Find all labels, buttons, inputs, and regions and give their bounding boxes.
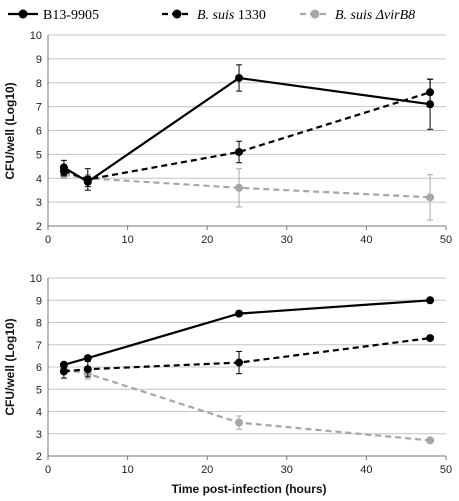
- series: [59, 334, 435, 379]
- y-tick-label: 4: [36, 407, 42, 419]
- series-line: [63, 76, 431, 184]
- data-point: [59, 163, 68, 172]
- data-point: [426, 334, 435, 343]
- y-tick-label: 10: [30, 273, 42, 285]
- x-tick-label: 50: [440, 464, 452, 476]
- data-point: [426, 436, 435, 445]
- x-tick-label: 10: [121, 234, 133, 246]
- series-line: [63, 368, 431, 442]
- data-point: [426, 193, 435, 202]
- series: [59, 168, 435, 221]
- series-line: [63, 299, 431, 366]
- x-tick-label: 0: [45, 234, 51, 246]
- legend-item: B13-9905: [8, 8, 99, 23]
- data-point: [83, 365, 92, 374]
- x-tick-label: 30: [281, 464, 293, 476]
- y-tick-label: 3: [36, 429, 42, 441]
- x-tick-label: 20: [201, 234, 213, 246]
- data-point: [59, 360, 68, 369]
- data-point: [235, 309, 244, 318]
- series: [59, 64, 435, 188]
- data-point: [83, 177, 92, 186]
- series: [59, 296, 435, 369]
- x-tick-label: 40: [360, 464, 372, 476]
- x-axis-label: Time post-infection (hours): [171, 482, 326, 496]
- data-point: [426, 100, 435, 109]
- y-tick-label: 6: [36, 362, 42, 374]
- legend-item: B. suis ΔvirB8: [300, 8, 415, 23]
- series-line: [63, 91, 431, 181]
- legend-label-text: 1330: [234, 8, 266, 23]
- legend-label: B. suis ΔvirB8: [335, 8, 415, 23]
- x-tick-label: 20: [201, 464, 213, 476]
- y-tick-label: 9: [36, 54, 42, 66]
- y-tick-label: 6: [36, 126, 42, 138]
- y-tick-label: 7: [36, 340, 42, 352]
- y-axis-label: CFU/well (Log10): [3, 318, 17, 415]
- y-tick-label: 2: [36, 221, 42, 233]
- y-axis-label: CFU/well (Log10): [3, 82, 17, 179]
- y-tick-label: 3: [36, 197, 42, 209]
- data-point: [83, 354, 92, 363]
- legend-label-italic: B. suis: [197, 8, 235, 23]
- series-line: [63, 337, 431, 373]
- data-point: [426, 296, 435, 305]
- data-point: [235, 183, 244, 192]
- series: [59, 78, 435, 191]
- y-tick-label: 8: [36, 318, 42, 330]
- legend-label: B. suis 1330: [197, 8, 266, 23]
- y-tick-label: 7: [36, 102, 42, 114]
- legend-swatch-marker: [310, 9, 320, 19]
- y-tick-label: 10: [30, 30, 42, 42]
- legend: B13-9905 B. suis 1330 B. suis ΔvirB8: [8, 8, 415, 23]
- legend-label-italic: B. suis ΔvirB8: [335, 8, 415, 23]
- series: [59, 365, 435, 445]
- y-tick-label: 9: [36, 295, 42, 307]
- legend-swatch-marker: [172, 9, 182, 19]
- data-point: [235, 73, 244, 82]
- x-tick-label: 40: [360, 234, 372, 246]
- x-tick-label: 0: [45, 464, 51, 476]
- x-tick-label: 10: [121, 464, 133, 476]
- y-tick-label: 4: [36, 173, 42, 185]
- y-tick-label: 8: [36, 78, 42, 90]
- panel-top: 2 3 4 5 6 7 8 9 10 0 10 20 30 40 50 CFU/well (Log10): [3, 30, 452, 246]
- data-point: [235, 147, 244, 156]
- series-line: [63, 173, 431, 199]
- y-tick-label: 2: [36, 451, 42, 463]
- legend-swatch-marker: [18, 9, 28, 19]
- x-tick-label: 30: [281, 234, 293, 246]
- y-tick-label: 5: [36, 384, 42, 396]
- panel-bottom: 2 3 4 5 6 7 8 9 10 0 10 20 30 40 50 CFU/well (Log10) Tim…: [3, 273, 452, 496]
- legend-item: B. suis 1330: [162, 8, 266, 23]
- legend-label-text: B13-9905: [43, 8, 99, 23]
- y-tick-label: 5: [36, 149, 42, 161]
- data-point: [235, 418, 244, 427]
- legend-label: B13-9905: [43, 8, 99, 23]
- data-point: [59, 367, 68, 376]
- data-point: [235, 358, 244, 367]
- x-tick-label: 50: [440, 234, 452, 246]
